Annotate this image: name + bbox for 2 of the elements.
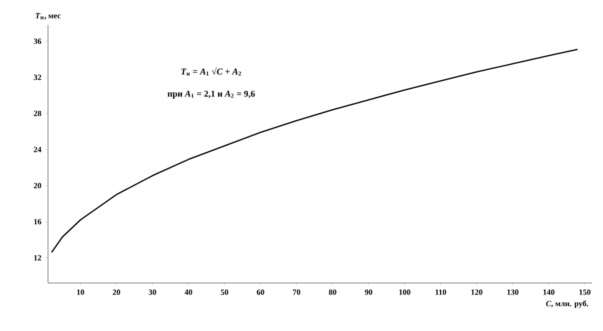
text: T$_{н}$ = A$_{1}$ √C + A$_{2}$ [181, 67, 241, 76]
annotation: при A$_{1}$ = 2,1 и A$_{2}$ = 9,6 [168, 90, 255, 99]
